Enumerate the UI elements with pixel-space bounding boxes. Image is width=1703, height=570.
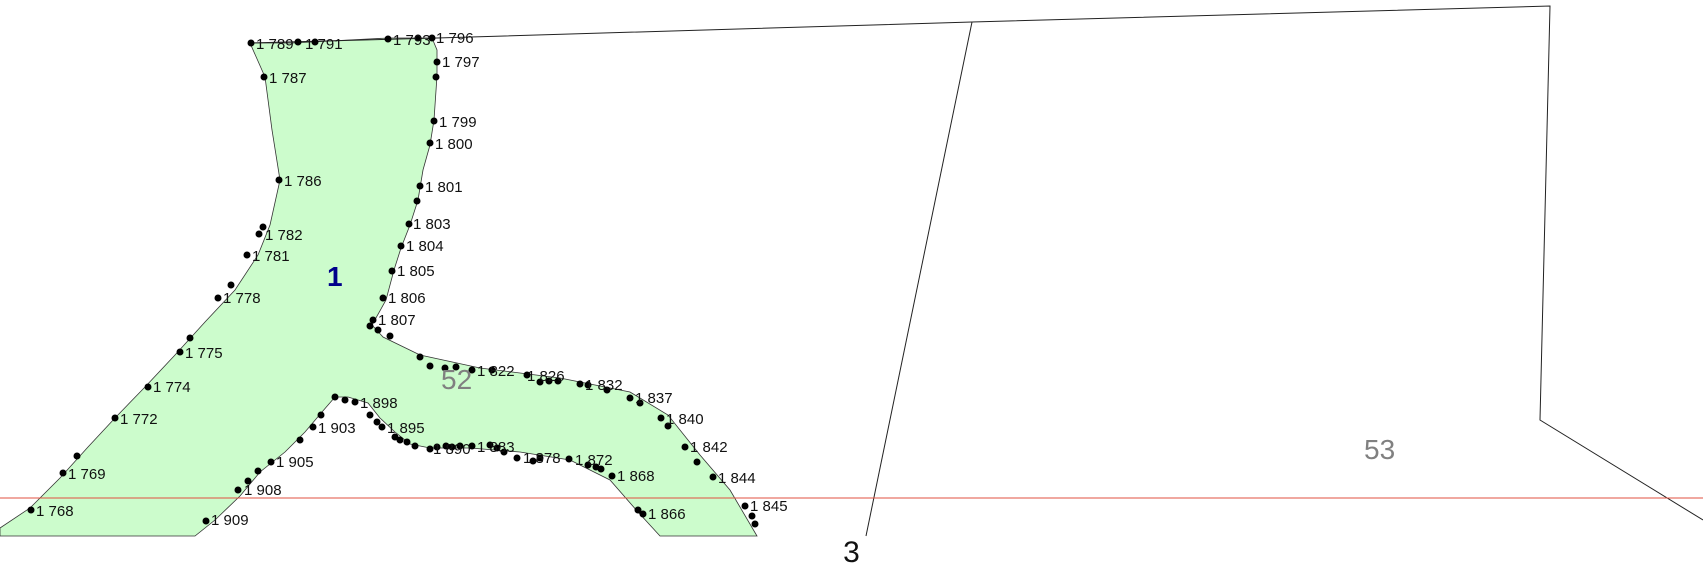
point-labels: 1 789 1 791 1 793 1 796 1 787 1 797 1 78…: [36, 30, 788, 529]
point-label: 1 800: [435, 136, 473, 153]
point-label: 1 778: [223, 290, 261, 307]
parcel-boundary-line[interactable]: [865, 21, 973, 537]
point-label: 1 844: [718, 470, 756, 487]
point-label: 1 782: [265, 227, 303, 244]
point-label: 1 801: [425, 179, 463, 196]
point-label: 1 883: [477, 439, 515, 456]
point-label: 1 799: [439, 114, 477, 131]
boundary-points: [27, 34, 759, 528]
parcel-1-area[interactable]: [0, 37, 758, 537]
point-label: 1 840: [666, 411, 704, 428]
point-label: 1 890: [433, 441, 471, 458]
point-label: 1 781: [252, 248, 290, 265]
point-label: 1 805: [397, 263, 435, 280]
point-label: 1 898: [360, 395, 398, 412]
point-label: 1 822: [477, 363, 515, 380]
point-label: 1 895: [387, 420, 425, 437]
point-label: 1 793: [393, 32, 431, 49]
parcel-label-52[interactable]: 52: [441, 364, 472, 395]
point-label: 1 868: [617, 468, 655, 485]
point-label: 1 842: [690, 439, 728, 456]
point-label: 1 774: [153, 379, 191, 396]
point-label: 1 908: [244, 482, 282, 499]
page-number: 3: [843, 536, 860, 569]
point-label: 1 796: [436, 30, 474, 47]
point-label: 1 786: [284, 173, 322, 190]
point-label: 1 787: [269, 70, 307, 87]
point-label: 1 866: [648, 506, 686, 523]
point-label: 1 837: [635, 390, 673, 407]
parcel-53-outline[interactable]: [436, 5, 1703, 521]
parcel-label-53[interactable]: 53: [1364, 434, 1395, 465]
point-label: 1 789: [256, 36, 294, 53]
point-label: 1 909: [211, 512, 249, 529]
point-label: 1 872: [575, 452, 613, 469]
point-label: 1 905: [276, 454, 314, 471]
point-label: 1 775: [185, 345, 223, 362]
point-label: 1 772: [120, 411, 158, 428]
point-label: 1 769: [68, 466, 106, 483]
point-label: 1 826: [527, 368, 565, 385]
point-label: 1 791: [305, 36, 343, 53]
point-label: 1 803: [413, 216, 451, 233]
point-label: 1 807: [378, 312, 416, 329]
point-label: 1 804: [406, 238, 444, 255]
point-label: 1 797: [442, 54, 480, 71]
point-label: 1 832: [585, 377, 623, 394]
point-label: 1 903: [318, 420, 356, 437]
point-label: 1 845: [750, 498, 788, 515]
point-label: 1 806: [388, 290, 426, 307]
point-label: 1 768: [36, 503, 74, 520]
parcel-boundary-top-left[interactable]: [249, 37, 438, 44]
point-label: 1 878: [523, 450, 561, 467]
highlighted-parcel-label[interactable]: 1: [327, 261, 343, 292]
